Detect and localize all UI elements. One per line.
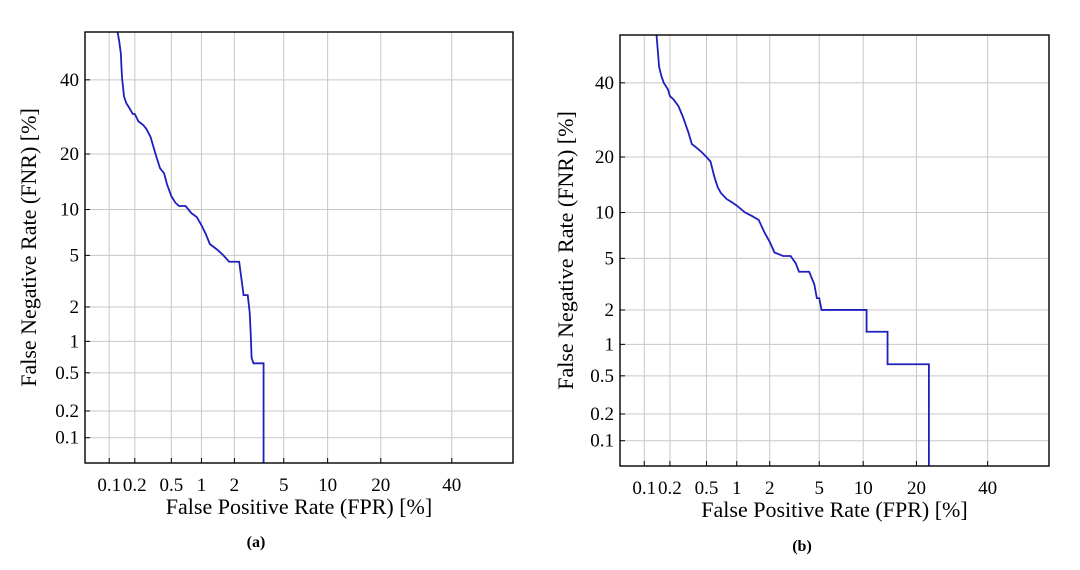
y-tick-label: 20 xyxy=(60,144,79,165)
x-tick-label: 40 xyxy=(442,475,461,496)
x-tick-label: 0.1 xyxy=(632,478,656,499)
y-tick-label: 5 xyxy=(605,248,615,269)
x-tick-label: 2 xyxy=(765,478,775,499)
y-tick-label: 0.1 xyxy=(55,428,79,449)
panel-a-chart: 0.1 0.2 0.5 1 2 5 10 20 400.10.20.5125102040Fals… xyxy=(16,31,514,551)
x-tick-label: 20 xyxy=(907,478,926,499)
y-tick-label: 2 xyxy=(70,297,80,318)
y-tick-label: 0.5 xyxy=(590,366,614,387)
det-curve-a xyxy=(116,32,265,463)
x-tick-label: 10 xyxy=(854,478,873,499)
plot-frame xyxy=(84,31,514,464)
y-tick-label: 1 xyxy=(70,331,80,352)
x-tick-label: 20 xyxy=(371,475,390,496)
x-tick-label: 10 xyxy=(318,475,337,496)
x-tick-label: 40 xyxy=(978,478,997,499)
x-tick-label: 1 xyxy=(732,478,742,499)
y-tick-label: 20 xyxy=(595,147,614,168)
plot-frame xyxy=(619,34,1050,467)
panel-b-chart: 0.1 0.2 0.5 1 2 5 10 20 400.10.20.5125102040Fals… xyxy=(553,34,1050,555)
panel-caption: (b) xyxy=(792,538,812,555)
y-axis-label: False Negative Rate (FNR) [%] xyxy=(553,111,578,390)
y-axis-label: False Negative Rate (FNR) [%] xyxy=(16,108,41,387)
x-tick-label: 0.2 xyxy=(123,475,147,496)
x-tick-label: 2 xyxy=(230,475,240,496)
y-tick-label: 40 xyxy=(595,73,614,94)
x-tick-label: 0.5 xyxy=(695,478,719,499)
x-tick-label: 1 xyxy=(197,475,207,496)
y-tick-label: 0.2 xyxy=(590,404,614,425)
x-tick-label: 0.5 xyxy=(159,475,183,496)
y-tick-label: 10 xyxy=(60,200,79,221)
y-tick-label: 1 xyxy=(605,334,615,355)
y-tick-label: 2 xyxy=(605,300,615,321)
x-axis-label: False Positive Rate (FPR) [%] xyxy=(166,494,432,519)
det-curve-b xyxy=(655,35,930,466)
x-tick-label: 0.2 xyxy=(658,478,682,499)
x-axis-label: False Positive Rate (FPR) [%] xyxy=(701,497,967,522)
x-tick-label: 5 xyxy=(279,475,289,496)
panel-caption: (a) xyxy=(247,534,266,551)
y-tick-label: 0.1 xyxy=(590,431,614,452)
y-tick-label: 0.5 xyxy=(55,363,79,384)
x-tick-label: 5 xyxy=(814,478,824,499)
y-tick-label: 40 xyxy=(60,70,79,91)
y-tick-label: 0.2 xyxy=(55,401,79,422)
y-tick-label: 5 xyxy=(70,245,80,266)
y-tick-label: 10 xyxy=(595,203,614,224)
x-tick-label: 0.1 xyxy=(97,475,121,496)
